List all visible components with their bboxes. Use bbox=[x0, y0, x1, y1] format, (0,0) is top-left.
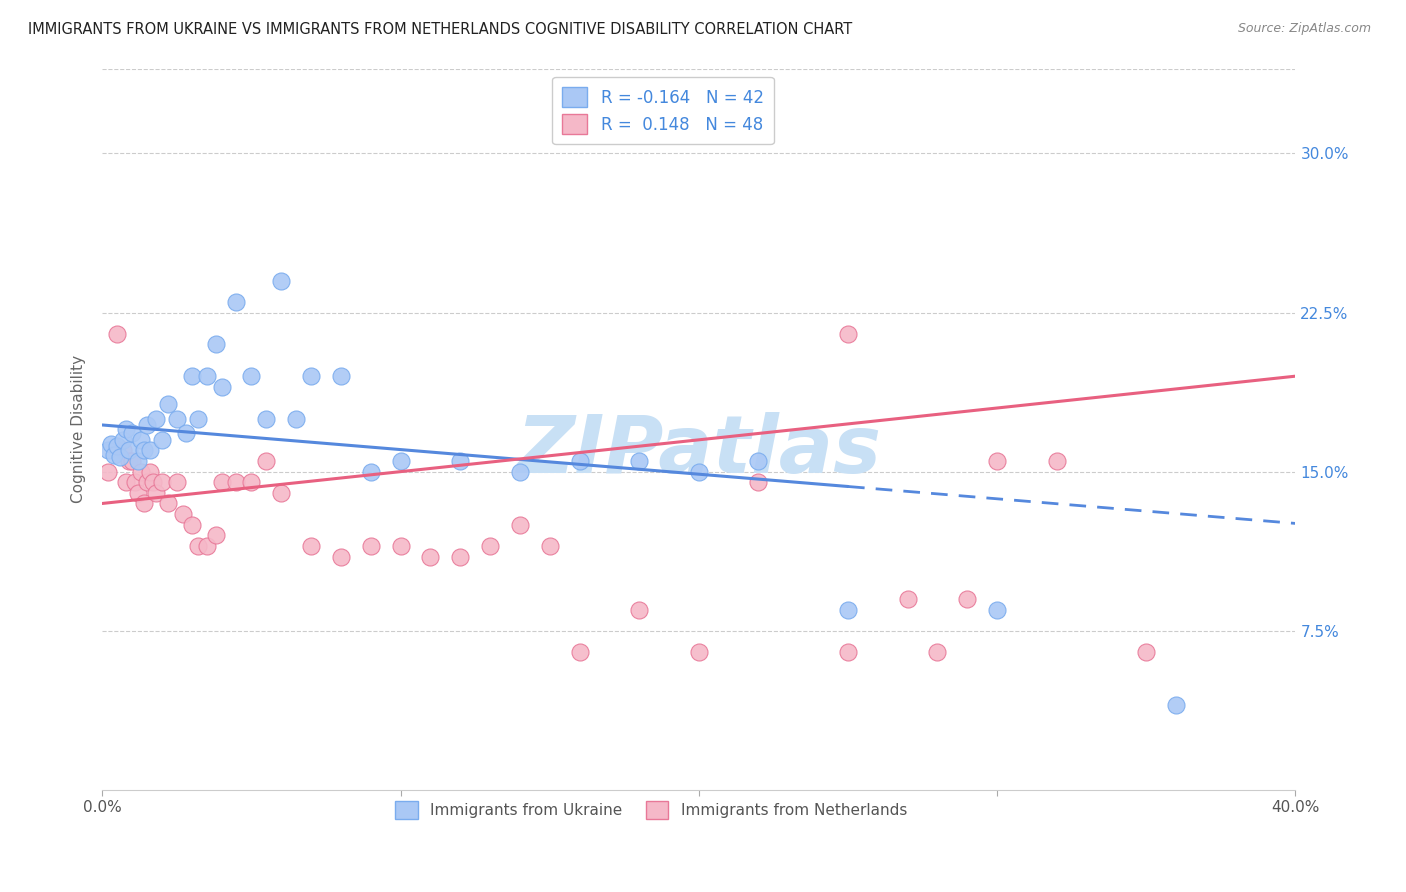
Point bbox=[211, 475, 233, 490]
Point bbox=[538, 539, 561, 553]
Point bbox=[285, 411, 308, 425]
Point bbox=[187, 411, 209, 425]
Point bbox=[837, 602, 859, 616]
Point bbox=[360, 465, 382, 479]
Point bbox=[299, 539, 322, 553]
Point bbox=[688, 645, 710, 659]
Point bbox=[127, 486, 149, 500]
Point bbox=[986, 602, 1008, 616]
Point bbox=[389, 454, 412, 468]
Point bbox=[150, 433, 173, 447]
Point bbox=[956, 591, 979, 606]
Point bbox=[124, 475, 146, 490]
Point bbox=[329, 369, 352, 384]
Point bbox=[105, 326, 128, 341]
Point bbox=[142, 475, 165, 490]
Point bbox=[132, 496, 155, 510]
Point bbox=[837, 645, 859, 659]
Point bbox=[747, 475, 769, 490]
Point bbox=[986, 454, 1008, 468]
Point bbox=[105, 439, 128, 453]
Point bbox=[1135, 645, 1157, 659]
Point bbox=[180, 517, 202, 532]
Point bbox=[568, 454, 591, 468]
Point bbox=[112, 443, 135, 458]
Point bbox=[688, 465, 710, 479]
Point bbox=[112, 433, 135, 447]
Point bbox=[329, 549, 352, 564]
Point bbox=[225, 294, 247, 309]
Point bbox=[927, 645, 949, 659]
Point bbox=[628, 454, 651, 468]
Text: Source: ZipAtlas.com: Source: ZipAtlas.com bbox=[1237, 22, 1371, 36]
Point bbox=[115, 422, 138, 436]
Point bbox=[299, 369, 322, 384]
Point bbox=[195, 539, 218, 553]
Point bbox=[270, 486, 292, 500]
Point bbox=[139, 465, 162, 479]
Point bbox=[254, 454, 277, 468]
Point bbox=[118, 443, 141, 458]
Point bbox=[628, 602, 651, 616]
Point bbox=[187, 539, 209, 553]
Point bbox=[449, 549, 471, 564]
Point bbox=[145, 411, 167, 425]
Point bbox=[139, 443, 162, 458]
Point bbox=[115, 475, 138, 490]
Point bbox=[132, 443, 155, 458]
Point bbox=[509, 517, 531, 532]
Point bbox=[240, 475, 263, 490]
Point bbox=[509, 465, 531, 479]
Point bbox=[156, 496, 179, 510]
Point bbox=[419, 549, 441, 564]
Point bbox=[195, 369, 218, 384]
Point bbox=[1166, 698, 1188, 712]
Point bbox=[166, 411, 188, 425]
Point bbox=[897, 591, 920, 606]
Point bbox=[747, 454, 769, 468]
Point bbox=[136, 417, 159, 432]
Point bbox=[225, 475, 247, 490]
Point bbox=[270, 274, 292, 288]
Point bbox=[204, 528, 226, 542]
Point bbox=[156, 397, 179, 411]
Point bbox=[204, 337, 226, 351]
Point bbox=[240, 369, 263, 384]
Text: IMMIGRANTS FROM UKRAINE VS IMMIGRANTS FROM NETHERLANDS COGNITIVE DISABILITY CORR: IMMIGRANTS FROM UKRAINE VS IMMIGRANTS FR… bbox=[28, 22, 852, 37]
Point bbox=[103, 448, 125, 462]
Point bbox=[568, 645, 591, 659]
Point bbox=[127, 454, 149, 468]
Point bbox=[449, 454, 471, 468]
Point bbox=[118, 454, 141, 468]
Point bbox=[121, 454, 143, 468]
Point bbox=[166, 475, 188, 490]
Point bbox=[479, 539, 502, 553]
Y-axis label: Cognitive Disability: Cognitive Disability bbox=[72, 355, 86, 503]
Point bbox=[837, 326, 859, 341]
Point bbox=[174, 426, 197, 441]
Text: ZIPatlas: ZIPatlas bbox=[516, 412, 882, 490]
Point bbox=[145, 486, 167, 500]
Point bbox=[211, 380, 233, 394]
Legend: Immigrants from Ukraine, Immigrants from Netherlands: Immigrants from Ukraine, Immigrants from… bbox=[389, 795, 912, 826]
Point bbox=[100, 437, 122, 451]
Point bbox=[254, 411, 277, 425]
Point bbox=[172, 507, 194, 521]
Point bbox=[129, 465, 152, 479]
Point bbox=[129, 433, 152, 447]
Point bbox=[121, 426, 143, 441]
Point bbox=[1046, 454, 1069, 468]
Point bbox=[150, 475, 173, 490]
Point bbox=[97, 465, 120, 479]
Point bbox=[108, 450, 131, 464]
Point bbox=[180, 369, 202, 384]
Point bbox=[389, 539, 412, 553]
Point bbox=[97, 443, 120, 458]
Point bbox=[136, 475, 159, 490]
Point bbox=[360, 539, 382, 553]
